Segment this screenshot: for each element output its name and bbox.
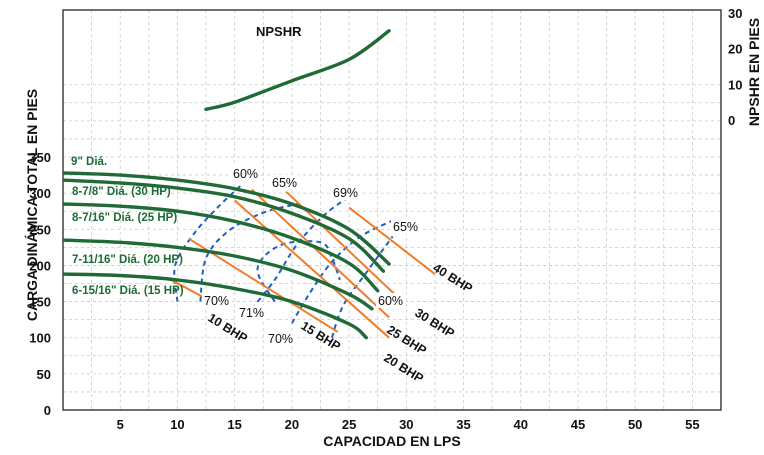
y-tick-label: 0 (44, 403, 51, 418)
head-curve (63, 238, 374, 311)
x-tick-label: 55 (685, 417, 699, 432)
npshr-label: NPSHR (256, 24, 302, 39)
efficiency-label-bg (231, 166, 261, 181)
x-tick-label: 50 (628, 417, 642, 432)
efficiency-label: 65% (393, 220, 418, 234)
x-tick-label: 10 (170, 417, 184, 432)
x-tick-label: 5 (117, 417, 124, 432)
x-tick-label: 20 (285, 417, 299, 432)
head-curve-label: 7-11/16" Diá. (20 HP) (72, 254, 183, 266)
grid (63, 10, 721, 410)
plot-frame (62, 9, 722, 411)
efficiency-label: 70% (268, 332, 293, 346)
y-tick-label: 50 (37, 367, 51, 382)
y-tick-label: 150 (29, 295, 51, 310)
y-tick-label: 250 (29, 222, 51, 237)
head-curve-label: 9" Diá. (71, 156, 107, 168)
y2-axis-title: NPSHR EN PIES (746, 18, 762, 126)
head-curve-label: 8-7/16" Diá. (25 HP) (72, 212, 177, 224)
efficiency-label-bg (237, 305, 267, 320)
bhp-line (233, 199, 390, 339)
efficiency-label: 70% (204, 294, 229, 308)
x-tick-label: 45 (571, 417, 585, 432)
npshr-curve-group (204, 29, 391, 111)
head-curve (63, 178, 386, 273)
y2-tick-label: 30 (728, 6, 742, 21)
efficiency-label-bg (270, 175, 300, 190)
bhp-line (188, 237, 339, 333)
y-axis-title: CARGA DINÁMICA TOTAL EN PIES (24, 89, 40, 321)
x-tick-label: 35 (456, 417, 470, 432)
head-curves (63, 171, 391, 340)
efficiency-label: 69% (333, 186, 358, 200)
y2-tick-label: 20 (728, 42, 742, 57)
efficiency-label-bg (376, 293, 406, 308)
bhp-lines (167, 188, 436, 339)
x-tick-label: 25 (342, 417, 356, 432)
head-curve (63, 202, 380, 293)
y-tick-label: 100 (29, 331, 51, 346)
head-curve-label: 6-15/16" Diá. (15 HP) (72, 285, 184, 297)
head-curve (63, 171, 391, 266)
efficiency-label: 60% (378, 294, 403, 308)
head-curve (63, 272, 368, 340)
efficiency-label-bg (331, 185, 361, 200)
efficiency-label-bg (202, 293, 232, 308)
bhp-line (251, 188, 390, 319)
head-curve-label: 8-7/8" Diá. (30 HP) (72, 186, 171, 198)
x-tick-label: 30 (399, 417, 413, 432)
efficiency-contour (330, 235, 394, 339)
efficiency-label: 60% (233, 167, 258, 181)
chart-labels: 5 10 15 20 25 30 35 40 45 50 550501001502002503003… (29, 6, 742, 432)
x-tick-label: 15 (227, 417, 241, 432)
x-axis-title: CAPACIDAD EN LPS (323, 433, 460, 449)
y2-tick-label: 0 (728, 113, 735, 128)
y-tick-label: 300 (29, 186, 51, 201)
x-tick-label: 40 (514, 417, 528, 432)
efficiency-label: 71% (239, 306, 264, 320)
y-tick-label: 350 (29, 150, 51, 165)
bhp-label: 40 BHP (430, 261, 475, 296)
bhp-line (348, 206, 436, 275)
efficiency-label-bg (266, 331, 296, 346)
y2-tick-label: 10 (728, 77, 742, 92)
efficiency-contour (173, 185, 242, 302)
efficiency-label: 65% (272, 176, 297, 190)
efficiency-label-bg (391, 219, 421, 234)
y-tick-label: 200 (29, 258, 51, 273)
npshr-curve (204, 29, 391, 111)
